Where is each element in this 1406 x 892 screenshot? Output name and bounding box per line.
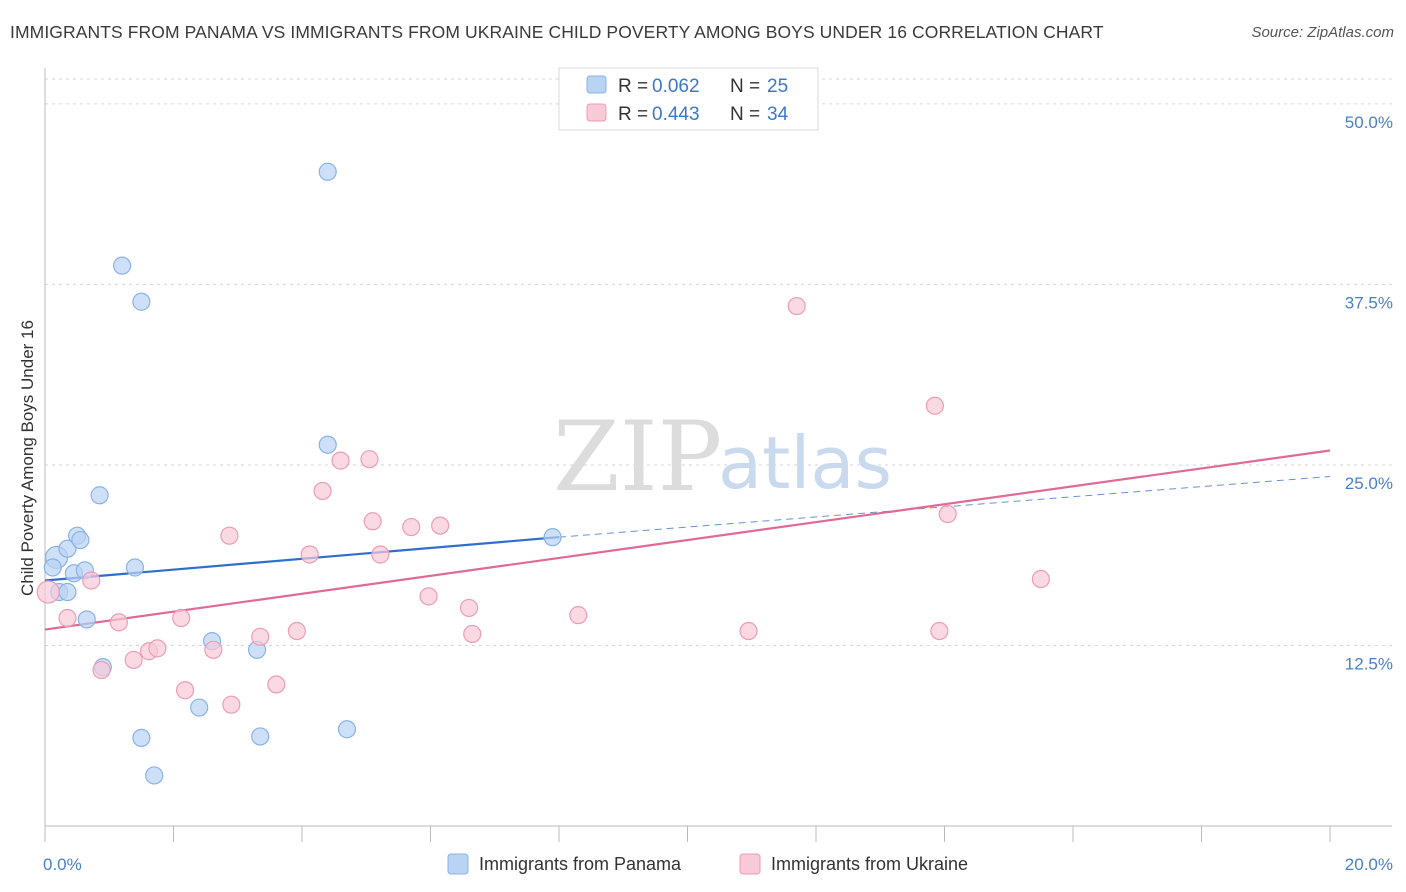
point-ukraine-30	[925, 396, 944, 415]
point-ukraine-20	[360, 450, 379, 469]
tick-labels: 12.5% 25.0% 37.5% 50.0% 0.0% 20.0%	[43, 113, 1393, 874]
point-ukraine-2	[82, 571, 101, 590]
point-panama-21	[251, 727, 270, 746]
bottom-legend-swatch-ukraine	[739, 853, 761, 875]
point-ukraine-27	[569, 606, 588, 625]
point-ukraine-29	[787, 296, 806, 316]
point-ukraine-19	[363, 512, 382, 531]
legend-n-label-panama: N =	[730, 76, 760, 97]
y-tick-label-1: 25.0%	[1345, 474, 1393, 493]
bottom-legend-swatch-panama	[447, 853, 469, 875]
trend-line-ukraine	[44, 449, 1331, 631]
point-ukraine-6	[148, 639, 167, 658]
point-panama-13	[318, 162, 337, 181]
legend-swatch-ukraine	[586, 103, 607, 122]
y-tick-label-2: 37.5%	[1345, 293, 1393, 312]
x-tick-label-1: 20.0%	[1345, 855, 1393, 874]
bottom-legend: Immigrants from Panama Immigrants from U…	[447, 853, 968, 875]
point-ukraine-18	[331, 451, 350, 470]
watermark-atlas: atlas	[718, 421, 892, 505]
legend-r-label-ukraine: R =	[618, 104, 648, 125]
legend-box: R = 0.062 N = 25 R = 0.443 N = 34	[558, 67, 819, 131]
point-ukraine-24	[431, 516, 450, 535]
watermark-zip: ZIP	[553, 401, 722, 513]
point-panama-2	[58, 539, 77, 558]
grid-lines	[45, 78, 1392, 646]
point-ukraine-33	[1031, 569, 1050, 589]
legend-n-value-panama: 25	[767, 76, 788, 97]
point-panama-10	[90, 486, 109, 505]
axes	[44, 68, 1392, 842]
point-panama-15	[77, 610, 96, 629]
point-panama-14	[318, 435, 337, 454]
point-ukraine-31	[930, 621, 949, 641]
bottom-legend-label-ukraine: Immigrants from Ukraine	[771, 854, 968, 874]
y-tick-label-3: 50.0%	[1345, 113, 1393, 132]
watermark: ZIP atlas	[553, 401, 892, 513]
point-ukraine-3	[109, 613, 128, 632]
point-ukraine-21	[371, 545, 390, 564]
data-points	[36, 162, 1050, 785]
point-ukraine-4	[124, 650, 143, 670]
point-ukraine-25	[459, 598, 479, 618]
point-panama-19	[190, 698, 209, 717]
point-ukraine-32	[938, 504, 957, 524]
point-panama-1	[43, 558, 62, 577]
point-ukraine-28	[739, 621, 758, 641]
x-tick-label-0: 0.0%	[43, 855, 82, 874]
point-ukraine-8	[92, 660, 111, 680]
chart-title: IMMIGRANTS FROM PANAMA VS IMMIGRANTS FRO…	[10, 22, 1104, 42]
point-ukraine-9	[175, 681, 195, 700]
point-ukraine-22	[402, 517, 421, 537]
point-panama-8	[58, 582, 77, 602]
source-credit: Source: ZipAtlas.com	[1251, 24, 1394, 41]
legend-r-value-ukraine: 0.443	[652, 104, 700, 125]
point-ukraine-1	[58, 608, 77, 628]
point-panama-9	[125, 558, 145, 577]
point-ukraine-11	[222, 695, 241, 714]
point-ukraine-10	[204, 640, 223, 659]
point-ukraine-0	[36, 580, 60, 604]
point-ukraine-15	[287, 621, 306, 641]
point-panama-24	[543, 528, 562, 547]
point-ukraine-16	[300, 545, 319, 564]
point-panama-22	[337, 720, 357, 739]
y-tick-label-0: 12.5%	[1345, 654, 1393, 673]
legend-swatch-panama	[586, 75, 607, 94]
point-ukraine-23	[419, 587, 438, 606]
legend-r-value-panama: 0.062	[652, 76, 700, 97]
point-panama-23	[145, 766, 164, 785]
point-ukraine-7	[172, 608, 191, 628]
point-panama-20	[132, 728, 151, 748]
point-ukraine-13	[251, 627, 270, 646]
point-ukraine-14	[267, 675, 286, 694]
point-panama-11	[112, 256, 132, 275]
legend-r-label-panama: R =	[618, 76, 648, 97]
point-panama-4	[71, 530, 90, 550]
point-ukraine-17	[313, 481, 332, 501]
bottom-legend-label-panama: Immigrants from Panama	[479, 854, 682, 874]
point-panama-12	[132, 292, 151, 311]
point-ukraine-26	[463, 624, 482, 644]
point-ukraine-12	[220, 526, 239, 545]
legend-n-value-ukraine: 34	[767, 104, 789, 125]
legend-n-label-ukraine: N =	[730, 104, 760, 125]
y-axis-label: Child Poverty Among Boys Under 16	[18, 320, 37, 596]
